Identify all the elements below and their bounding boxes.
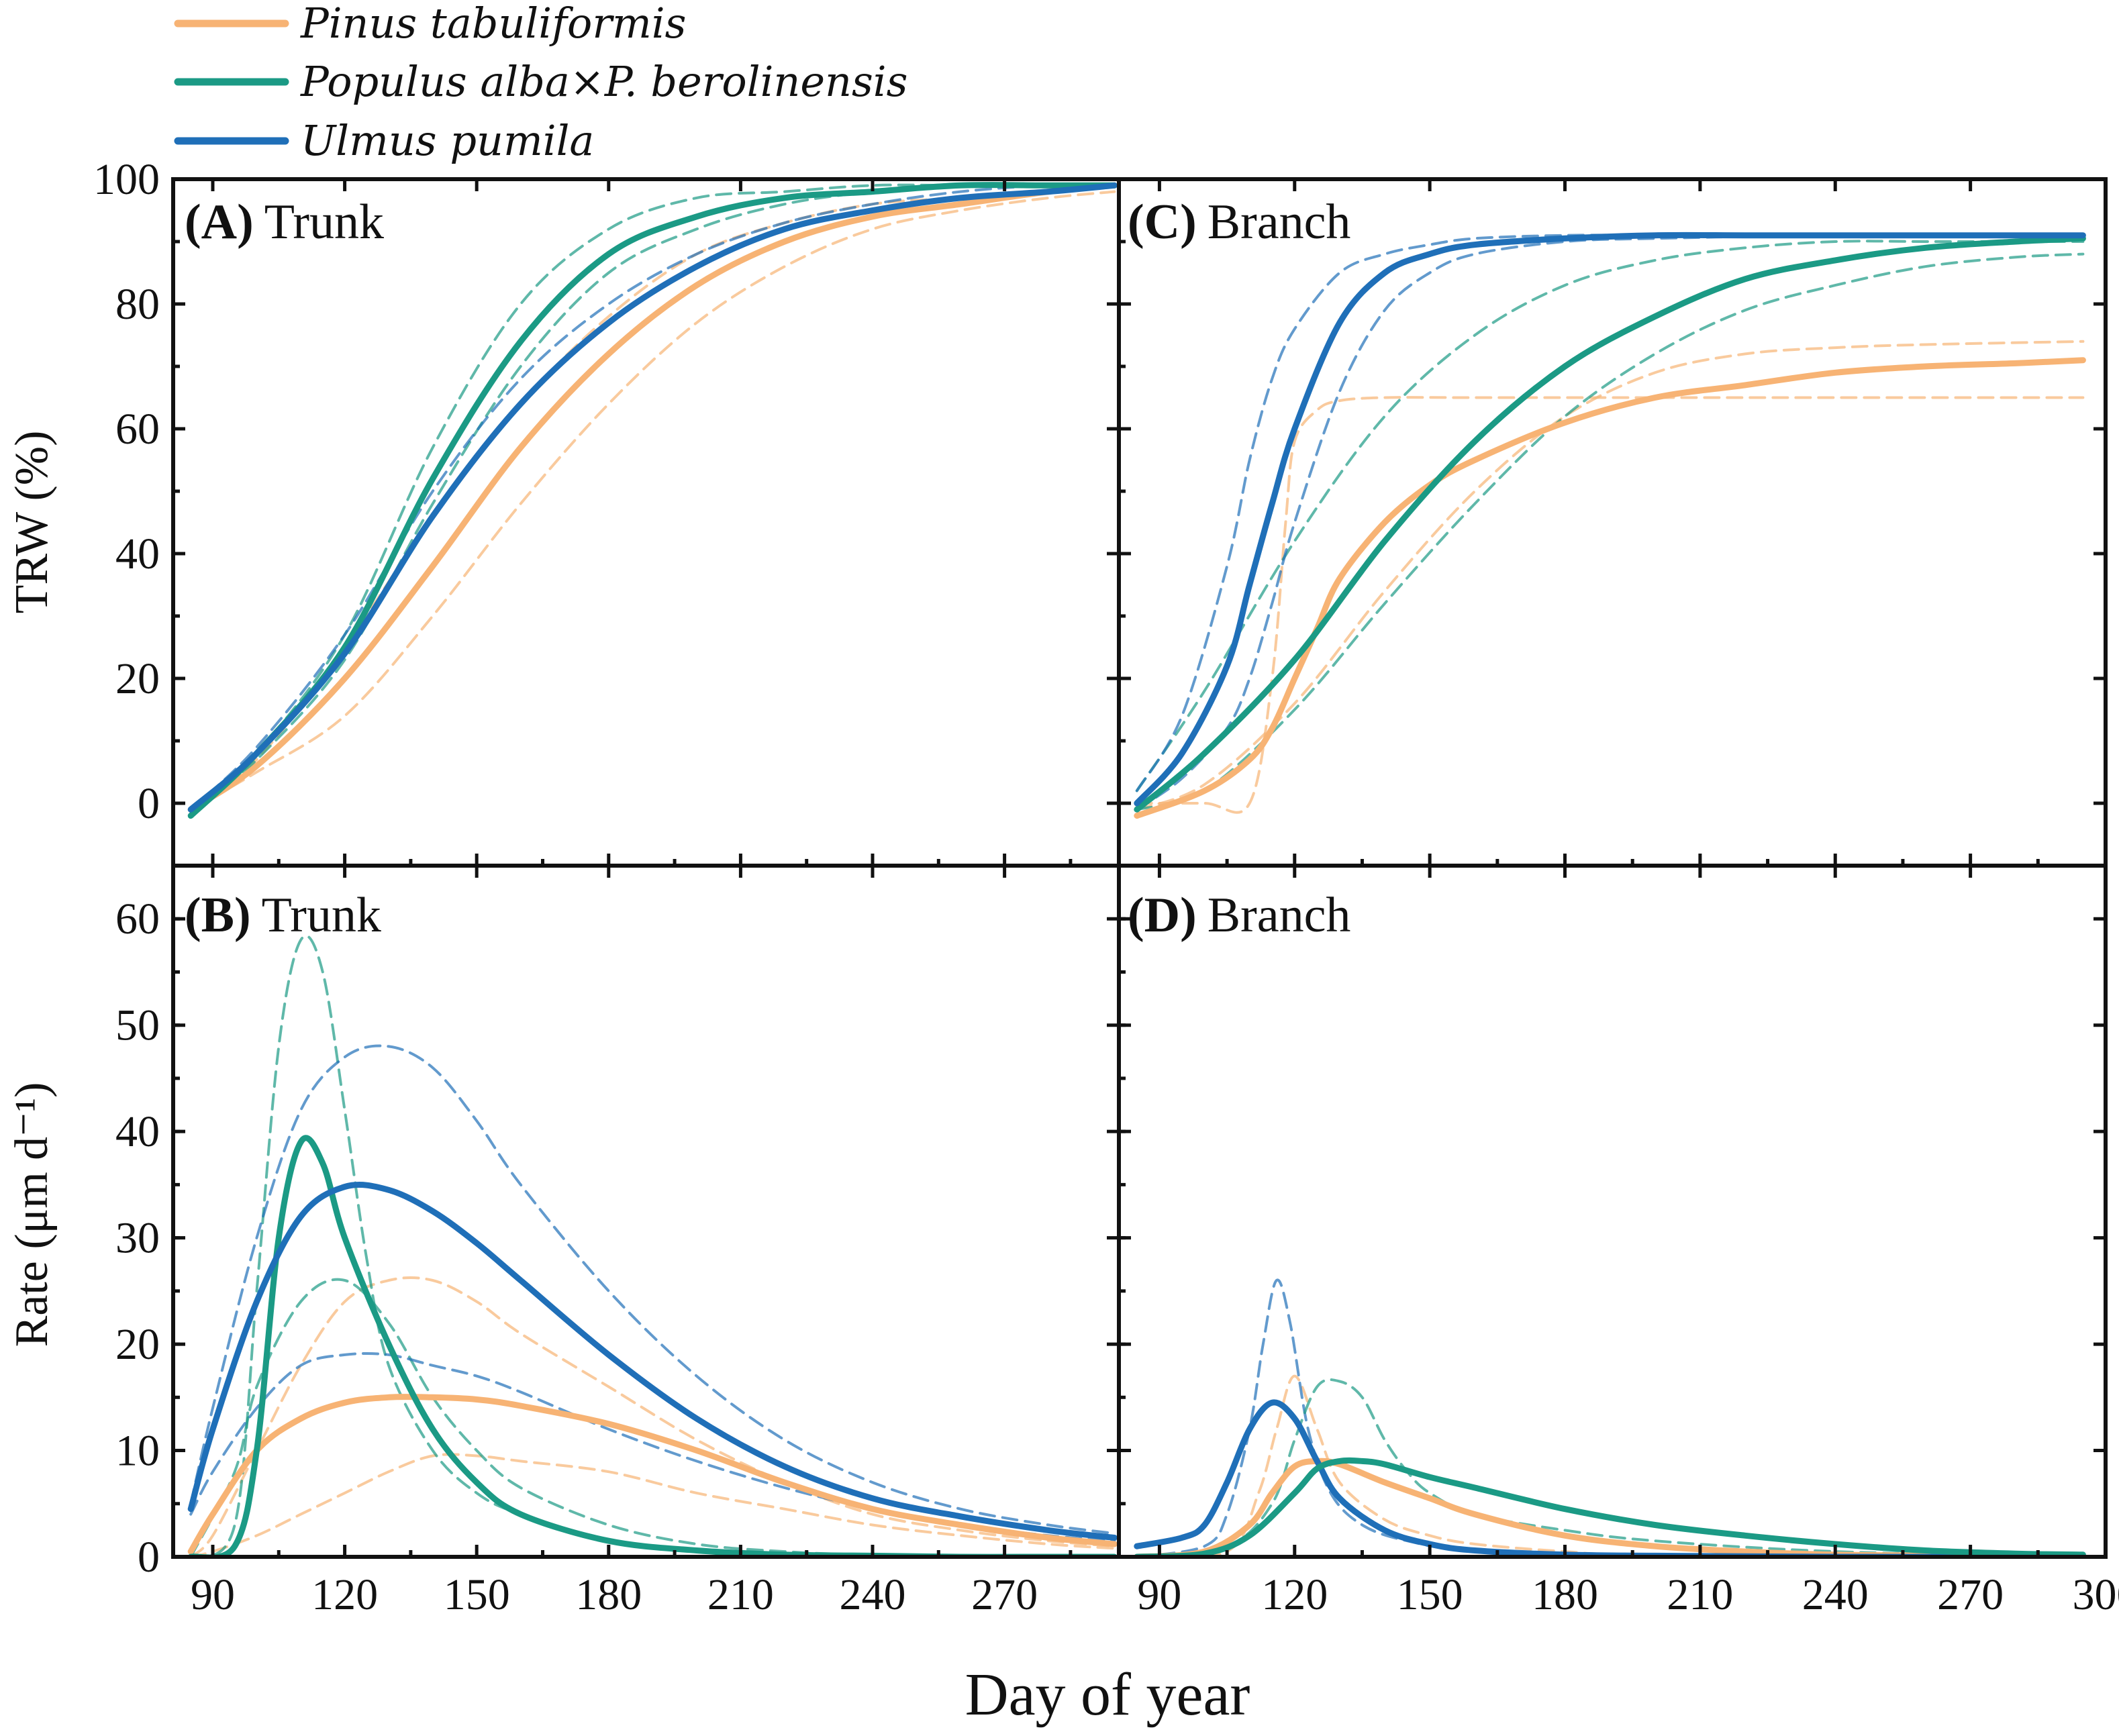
series-line-ulmus-replicate xyxy=(189,1351,1116,1543)
panel-label-b: (B) Trunk xyxy=(185,888,381,943)
y-tick-label: 0 xyxy=(138,1533,160,1582)
x-tick-label: 180 xyxy=(1532,1570,1598,1619)
series-line-ulmus-mean xyxy=(187,1182,1118,1541)
x-tick-label: 270 xyxy=(971,1570,1038,1619)
panel-d-letter: (D) xyxy=(1128,888,1197,943)
plot-area xyxy=(187,182,2086,1557)
y-tick-label: 100 xyxy=(93,155,160,204)
y-tick-label: 80 xyxy=(115,280,160,329)
panel-b-letter: (B) xyxy=(185,888,251,943)
series-line-populus-mean xyxy=(1134,1457,2086,1557)
legend-label-ulmus: Ulmus pumila xyxy=(301,116,594,165)
y-axis-title-top: TRW (%) xyxy=(6,431,58,614)
panel-c-title: Branch xyxy=(1208,195,1351,250)
panel-d-series xyxy=(1134,1278,2086,1557)
y-tick-label: 10 xyxy=(115,1427,160,1476)
x-tick-label: 210 xyxy=(707,1570,774,1619)
series-line-populus-mean xyxy=(1134,235,2086,813)
x-tick-label: 300 xyxy=(2073,1570,2119,1619)
y-tick-label: 30 xyxy=(115,1214,160,1263)
panel-a-series xyxy=(187,182,1118,819)
y-tick-label: 40 xyxy=(115,529,160,578)
series-line-ulmus-mean xyxy=(187,182,1118,813)
panel-label-c: (C) Branch xyxy=(1128,195,1350,250)
figure-frame xyxy=(171,177,2108,1559)
x-tick-label: 90 xyxy=(1137,1570,1181,1619)
x-tick-label: 90 xyxy=(191,1570,235,1619)
series-line-ulmus-mean xyxy=(1134,232,2086,807)
y-tick-label: 60 xyxy=(115,895,160,943)
panel-a-title: Trunk xyxy=(264,195,384,250)
series-line-pinus-mean xyxy=(187,1394,1118,1555)
series-line-populus-replicate xyxy=(189,934,1116,1557)
x-tick-label: 240 xyxy=(840,1570,906,1619)
series-line-ulmus-replicate xyxy=(189,1044,1116,1535)
x-tick-label: 120 xyxy=(311,1570,378,1619)
y-tick-label: 20 xyxy=(115,1320,160,1369)
series-line-populus-replicate xyxy=(1135,240,2085,793)
y-tick-label: 20 xyxy=(115,654,160,703)
x-tick-label: 210 xyxy=(1667,1570,1733,1619)
x-axis-title: Day of year xyxy=(965,1662,1250,1728)
y-tick-label: 60 xyxy=(115,405,160,454)
series-line-pinus-replicate xyxy=(189,190,1116,811)
panel-label-a: (A) Trunk xyxy=(185,195,384,250)
x-tick-label: 120 xyxy=(1261,1570,1328,1619)
series-line-pinus-replicate xyxy=(1135,396,2085,814)
series-line-populus-replicate xyxy=(189,183,1116,817)
series-line-populus-mean xyxy=(187,1135,1118,1557)
series-line-pinus-replicate xyxy=(189,184,1116,811)
legend-label-pinus: Pinus tabuliformis xyxy=(300,0,686,48)
legend: Pinus tabuliformis Populus alba×P. berol… xyxy=(174,0,907,165)
x-tick-label: 150 xyxy=(444,1570,510,1619)
series-line-ulmus-replicate xyxy=(189,183,1116,811)
y-tick-label: 40 xyxy=(115,1107,160,1156)
panel-c-letter: (C) xyxy=(1128,195,1197,250)
series-line-pinus-replicate xyxy=(189,1276,1116,1557)
x-tick-label: 240 xyxy=(1802,1570,1869,1619)
y-axis-title-bottom: Rate (μm d⁻¹) xyxy=(6,1082,58,1347)
series-line-pinus-mean xyxy=(187,182,1118,813)
axis-ticks: 0 20 40 60 80 100 0 10 20 30 40 50 60 90 120 150 180 210 2… xyxy=(93,155,2119,1619)
x-tick-label: 150 xyxy=(1397,1570,1463,1619)
y-tick-label: 0 xyxy=(138,779,160,828)
x-tick-label: 270 xyxy=(1937,1570,2004,1619)
panel-b-title: Trunk xyxy=(262,888,381,943)
panel-label-d: (D) Branch xyxy=(1128,888,1350,943)
x-tick-label: 180 xyxy=(575,1570,642,1619)
y-tick-label: 50 xyxy=(115,1001,160,1050)
series-line-ulmus-replicate xyxy=(1135,234,2085,811)
legend-label-populus: Populus alba×P. berolinensis xyxy=(300,57,907,106)
series-line-pinus-mean xyxy=(1134,357,2086,819)
series-line-pinus-replicate xyxy=(189,1453,1116,1557)
panel-d-title: Branch xyxy=(1208,888,1351,943)
panel-b-series xyxy=(187,934,1118,1557)
series-line-populus-mean xyxy=(187,182,1118,819)
panel-a-letter: (A) xyxy=(185,195,254,250)
series-line-populus-replicate xyxy=(1135,252,2085,811)
panel-c-series xyxy=(1134,232,2086,819)
series-line-populus-replicate xyxy=(189,183,1116,817)
